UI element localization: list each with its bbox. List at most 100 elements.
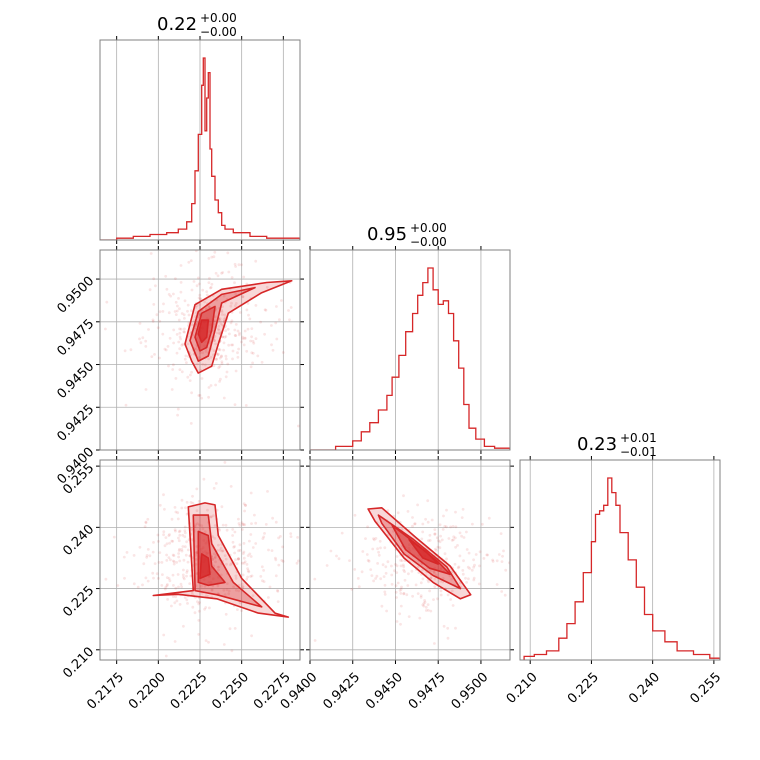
- scatter-point: [259, 575, 263, 578]
- scatter-point: [155, 572, 159, 576]
- scatter-point: [223, 554, 227, 557]
- scatter-point: [462, 536, 466, 539]
- scatter-point: [429, 569, 433, 573]
- scatter-point: [477, 582, 481, 586]
- scatter-point: [209, 515, 213, 519]
- scatter-point: [428, 539, 432, 542]
- scatter-point: [195, 550, 199, 554]
- scatter-point: [171, 559, 175, 563]
- scatter-point: [172, 363, 175, 367]
- scatter-point: [267, 596, 270, 599]
- scatter-point: [238, 524, 242, 527]
- scatter-point: [449, 525, 452, 529]
- scatter-point: [169, 558, 172, 562]
- scatter-point: [386, 509, 390, 512]
- scatter-point: [145, 554, 149, 557]
- scatter-point: [203, 584, 207, 588]
- scatter-point: [222, 294, 226, 298]
- scatter-point: [209, 355, 213, 359]
- scatter-point: [421, 522, 425, 526]
- scatter-point: [123, 349, 127, 353]
- scatter-point: [185, 574, 188, 578]
- scatter-point: [197, 296, 201, 300]
- scatter-point: [395, 555, 399, 558]
- scatter-point: [162, 633, 166, 637]
- scatter-point: [249, 339, 253, 343]
- scatter-point: [138, 545, 142, 549]
- scatter-point: [245, 308, 249, 312]
- scatter-point: [178, 307, 181, 311]
- scatter-point: [143, 525, 147, 528]
- panel-p3-p2: [306, 456, 514, 664]
- scatter-point: [253, 513, 256, 517]
- scatter-point: [212, 364, 216, 368]
- scatter-point: [197, 282, 201, 286]
- scatter-point: [163, 507, 166, 511]
- scatter-point: [416, 592, 420, 595]
- scatter-point: [413, 522, 416, 526]
- scatter-point: [165, 584, 169, 588]
- scatter-point: [158, 310, 162, 314]
- scatter-point: [204, 594, 208, 598]
- scatter-point: [245, 563, 249, 566]
- scatter-point: [241, 523, 245, 526]
- scatter-point: [177, 340, 181, 344]
- scatter-point: [372, 537, 375, 540]
- scatter-point: [474, 553, 478, 556]
- scatter-point: [400, 559, 404, 562]
- scatter-point: [356, 577, 360, 580]
- scatter-point: [426, 608, 430, 612]
- scatter-point: [217, 352, 220, 356]
- scatter-point: [371, 547, 375, 551]
- scatter-point: [430, 518, 434, 522]
- scatter-point: [138, 337, 141, 341]
- scatter-point: [161, 332, 165, 336]
- scatter-point: [429, 576, 433, 580]
- scatter-point: [383, 590, 387, 594]
- scatter-point: [169, 294, 173, 298]
- scatter-point: [168, 579, 172, 583]
- scatter-point: [457, 565, 461, 569]
- scatter-point: [173, 601, 177, 605]
- scatter-point: [450, 589, 454, 593]
- title-p3-median: 0.23: [577, 434, 617, 455]
- scatter-point: [375, 574, 379, 578]
- scatter-point: [203, 530, 207, 534]
- scatter-point: [442, 514, 445, 518]
- scatter-point: [181, 533, 185, 537]
- scatter-point: [209, 384, 213, 387]
- scatter-point: [234, 334, 238, 337]
- scatter-point: [353, 568, 357, 571]
- tick-label-x-p3-1: 0.225: [565, 670, 602, 707]
- scatter-point: [197, 394, 201, 397]
- scatter-point: [177, 555, 181, 559]
- scatter-point: [433, 577, 437, 581]
- scatter-point: [240, 263, 243, 267]
- scatter-point: [152, 277, 156, 281]
- scatter-point: [502, 549, 505, 553]
- scatter-point: [447, 537, 451, 540]
- scatter-point: [195, 304, 199, 307]
- scatter-point: [125, 551, 129, 554]
- scatter-point: [277, 536, 280, 540]
- scatter-point: [210, 588, 214, 592]
- scatter-point: [396, 511, 400, 515]
- scatter-point: [174, 586, 178, 590]
- scatter-point: [218, 528, 222, 532]
- scatter-point: [357, 585, 361, 589]
- scatter-point: [350, 587, 354, 591]
- scatter-point: [167, 534, 171, 537]
- scatter-point: [147, 328, 150, 331]
- scatter-point: [220, 309, 224, 312]
- scatter-point: [193, 611, 197, 615]
- scatter-point: [144, 345, 148, 348]
- scatter-point: [172, 554, 176, 557]
- scatter-point: [402, 568, 406, 572]
- scatter-point: [448, 574, 452, 578]
- scatter-point: [124, 403, 128, 407]
- scatter-point: [198, 356, 201, 359]
- title-p1-lower: −0.00: [200, 25, 237, 39]
- scatter-point: [393, 569, 396, 573]
- scatter-point: [198, 601, 202, 604]
- scatter-point: [370, 574, 374, 577]
